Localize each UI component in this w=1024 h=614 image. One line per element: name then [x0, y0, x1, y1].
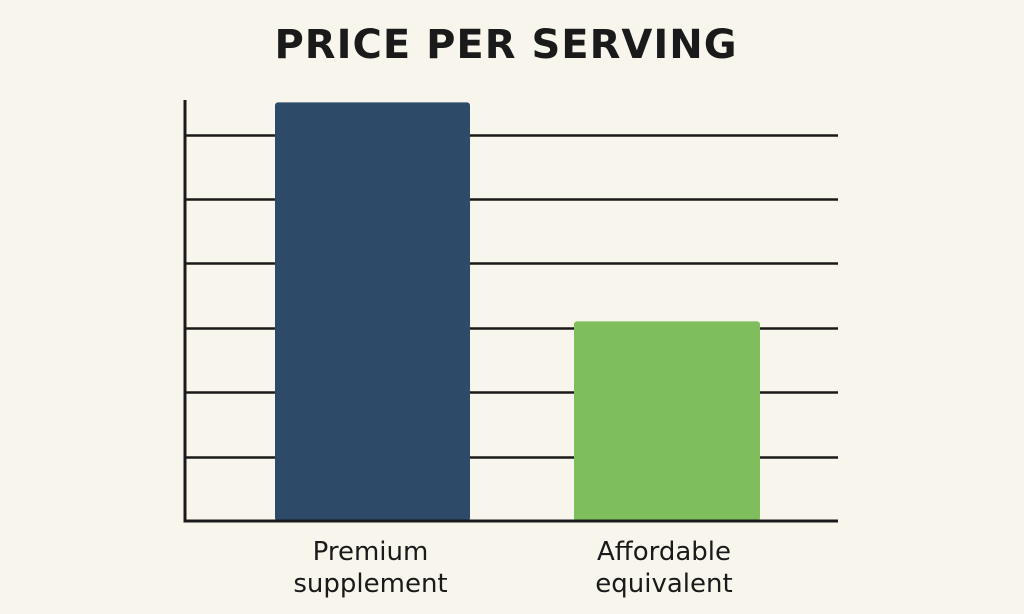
chart-title: PRICE PER SERVING — [274, 22, 737, 68]
bars — [275, 102, 760, 521]
axes — [183, 100, 838, 523]
category-label-2-line-1: Affordable — [597, 537, 731, 567]
bar-2 — [574, 321, 760, 521]
category-label-1-line-2: supplement — [293, 569, 447, 599]
category-label-1-line-1: Premium — [313, 537, 429, 567]
bar-1 — [275, 102, 470, 521]
category-label-2-line-2: equivalent — [595, 569, 732, 599]
